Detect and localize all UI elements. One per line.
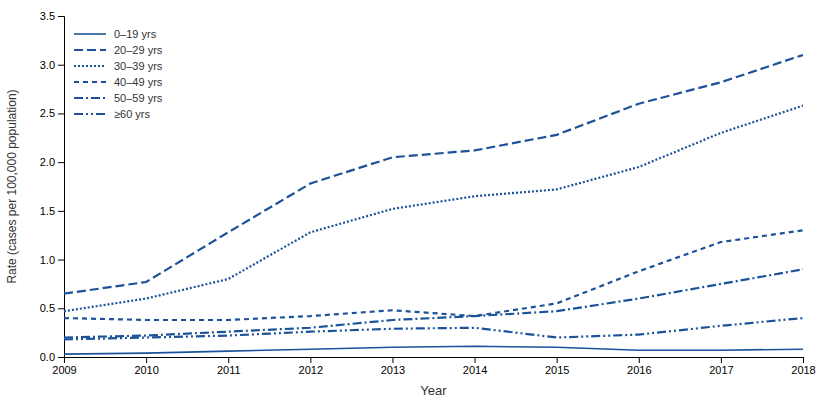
legend-label: 40–49 yrs — [114, 76, 163, 88]
tick: 0.5 — [40, 302, 64, 314]
tick-label: 1.5 — [40, 205, 55, 217]
legend-label: ≥60 yrs — [114, 108, 150, 120]
legend-swatch — [74, 113, 106, 115]
tick: 2018 — [791, 357, 815, 376]
tick-mark — [58, 162, 64, 163]
axis-line — [65, 358, 804, 364]
series-line — [64, 346, 803, 354]
tick: 2010 — [134, 357, 158, 376]
series-line — [64, 55, 803, 294]
lines — [64, 55, 803, 354]
legend-label: 20–29 yrs — [114, 44, 163, 56]
tick: 3.0 — [40, 59, 64, 71]
tick-label: 2015 — [545, 364, 569, 376]
tick-label: 2010 — [134, 364, 158, 376]
legend-swatch — [74, 33, 106, 35]
legend-swatch — [74, 97, 106, 99]
tick-label: 2014 — [463, 364, 487, 376]
tick: 2013 — [381, 357, 405, 376]
tick-label: 2017 — [709, 364, 733, 376]
tick-label: 3.0 — [40, 59, 55, 71]
tick-label: 3.5 — [40, 10, 55, 22]
tick: 2.5 — [40, 107, 64, 119]
tick: 2017 — [709, 357, 733, 376]
legend-item: ≥60 yrs — [74, 108, 150, 120]
series-line — [64, 106, 803, 312]
series-line — [64, 230, 803, 320]
x-axis: 2009 2010 2011 2012 2013 2014 2015 2016 2017 2018 — [52, 357, 815, 376]
legend-swatch — [74, 49, 106, 51]
tick: 0.0 — [40, 351, 64, 363]
legend-swatch — [74, 81, 106, 83]
legend-item: 20–29 yrs — [74, 44, 163, 56]
tick-mark — [639, 357, 640, 363]
legend-item: 50–59 yrs — [74, 92, 163, 104]
legend-swatch — [74, 65, 106, 67]
tick-mark — [475, 357, 476, 363]
chart: 2009 2010 2011 2012 2013 2014 2015 2016 2017 2018… — [0, 0, 827, 403]
tick: 1.5 — [40, 205, 64, 217]
tick: 2.0 — [40, 156, 64, 168]
legend-label: 50–59 yrs — [114, 92, 163, 104]
legend-label: 0–19 yrs — [114, 28, 157, 40]
tick: 3.5 — [40, 10, 64, 22]
tick-label: 0.0 — [40, 351, 55, 363]
tick: 1.0 — [40, 254, 64, 266]
tick-mark — [58, 16, 64, 17]
tick-mark — [803, 357, 804, 363]
tick-mark — [58, 260, 64, 261]
tick-label: 2009 — [52, 364, 76, 376]
tick-mark — [557, 357, 558, 363]
tick-label: 2.5 — [40, 107, 55, 119]
tick-mark — [58, 65, 64, 66]
tick: 2014 — [463, 357, 487, 376]
y-axis: 0.0 0.5 1.0 1.5 2.0 2.5 3.0 3.5 — [40, 10, 65, 363]
tick-label: 2011 — [217, 364, 241, 376]
tick-mark — [228, 357, 229, 363]
tick-mark — [310, 357, 311, 363]
axis-line — [58, 17, 65, 358]
tick-label: 1.0 — [40, 254, 55, 266]
tick: 2009 — [52, 357, 76, 376]
legend-item: 30–39 yrs — [74, 60, 163, 72]
tick-label: 0.5 — [40, 302, 55, 314]
tick-mark — [721, 357, 722, 363]
tick-mark — [146, 357, 147, 363]
tick-label: 2016 — [627, 364, 651, 376]
tick-mark — [58, 113, 64, 114]
tick-label: 2013 — [381, 364, 405, 376]
series-line — [64, 318, 803, 339]
tick: 2012 — [299, 357, 323, 376]
tick-mark — [58, 357, 64, 358]
tick: 2015 — [545, 357, 569, 376]
tick: 2011 — [217, 357, 241, 376]
tick-mark — [392, 357, 393, 363]
tick-mark — [58, 308, 64, 309]
tick-label: 2018 — [791, 364, 815, 376]
x-axis-title: Year — [420, 383, 447, 398]
tick-label: 2.0 — [40, 156, 55, 168]
tick: 2016 — [627, 357, 651, 376]
tick-mark — [58, 211, 64, 212]
legend: 0–19 yrs 20–29 yrs 30–39 yrs 40–49 yrs 50–59… — [74, 28, 163, 120]
legend-label: 30–39 yrs — [114, 60, 163, 72]
y-axis-title: Rate (cases per 100,000 population) — [5, 89, 19, 283]
tick-label: 2012 — [299, 364, 323, 376]
legend-item: 0–19 yrs — [74, 28, 157, 40]
plot: 2009 2010 2011 2012 2013 2014 2015 2016 2017 2018… — [40, 10, 816, 376]
legend-item: 40–49 yrs — [74, 76, 163, 88]
